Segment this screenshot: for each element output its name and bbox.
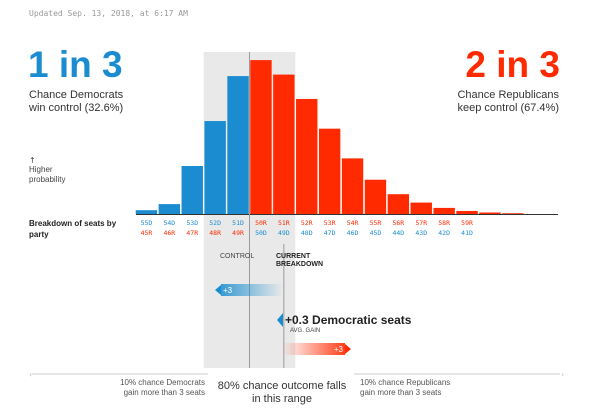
rep-bar-52 [296,98,318,214]
center-range-line2: in this range [252,393,312,405]
avg-gain-value: +0.3 Democratic seats [285,313,412,327]
tick-label-top: 50R [255,219,267,227]
tick-label-top: 53R [324,219,336,227]
tick-label-bottom: 50D [255,229,267,237]
dem-bar-45 [135,210,158,214]
rep-bar-60 [479,212,501,214]
dem-bar-47 [181,166,203,214]
tick-label-bottom: 42D [438,229,450,237]
tick-label-bottom: 45R [141,229,153,237]
rep-odds: 2 in 3 [465,44,560,85]
dem-bar-49 [227,76,249,214]
dem-gain-bar [221,284,283,296]
tick-label-bottom: 48D [301,229,313,237]
tick-label-top: 57R [415,219,427,227]
tick-label-top: 51D [232,219,244,227]
current-breakdown-label1: CURRENT [276,253,311,260]
dem-odds: 1 in 3 [28,44,123,85]
tick-label-bottom: 44D [392,229,404,237]
right-tail-line2: gain more than 3 seats [360,388,441,397]
tick-label-top: 51R [278,219,290,227]
rep-chance-line2: keep control (67.4%) [458,102,560,114]
tick-label-top: 55D [141,219,153,227]
tick-label-top: 55R [370,219,382,227]
tick-label-top: 52R [301,219,313,227]
tick-label-bottom: 47D [324,229,336,237]
rep-bar-55 [364,179,387,214]
histogram-bars [135,60,524,214]
range-arrow-right-icon: › [561,370,564,379]
avg-gain-label: AVG. GAIN [290,328,320,334]
tick-label-top: 56R [392,219,404,227]
rep-bar-50 [250,60,272,214]
rep-bar-61 [502,213,524,214]
rep-gain-label: +3 [334,345,344,354]
tick-label-bottom: 45D [370,229,382,237]
rep-bar-59 [456,210,478,214]
tick-label-top: 58R [438,219,450,227]
tick-label-top: 54D [163,219,175,227]
avg-gain-arrow-icon [277,313,283,327]
rep-bar-53 [318,128,341,214]
tick-label-top: 54R [347,219,359,227]
dem-bar-48 [204,121,226,214]
rep-arrow-icon [345,344,351,354]
rep-chance-line1: Chance Republicans [457,89,559,101]
tick-label-top: 53D [186,219,198,227]
dem-bar-46 [158,204,181,214]
tick-label-bottom: 47R [186,229,198,237]
tick-label-bottom: 46R [163,229,175,237]
rep-bar-57 [410,202,432,214]
rep-gain-bar [283,343,345,355]
tick-label-bottom: 41D [461,229,473,237]
left-tail-line1: 10% chance Democrats [120,378,205,387]
breakdown-label1: Breakdown of seats by [29,219,117,228]
tick-label-bottom: 49R [232,229,244,237]
higher-probability-label1: Higher [29,165,53,174]
dem-arrow-icon [215,285,221,295]
tick-label-bottom: 49D [278,229,290,237]
center-range-line1: 80% chance outcome falls [218,380,347,392]
left-tail-line2: gain more than 3 seats [124,388,205,397]
tick-label-top: 59R [461,219,473,227]
control-label: CONTROL [220,253,254,260]
rep-bar-54 [341,158,364,214]
rep-bar-51 [273,74,295,214]
range-arrow-left-icon: ‹ [29,370,32,379]
tick-label-bottom: 46D [347,229,359,237]
current-breakdown-label2: BREAKDOWN [276,261,323,268]
seat-tick-labels: 55D 45R 54D 46R 53D 47R 52D 48R 51D 49R 50R 50D 51R 4… [141,219,473,237]
tick-label-bottom: 43D [415,229,427,237]
dem-gain-label: +3 [223,286,233,295]
breakdown-label2: party [29,230,49,239]
higher-probability-label2: probability [29,175,65,184]
tick-label-bottom: 48R [209,229,221,237]
rep-bar-58 [433,207,455,214]
dem-chance-line1: Chance Democrats [29,89,124,101]
updated-timestamp: Updated Sep. 13, 2018, at 6:17 AM [29,9,188,18]
rep-bar-56 [387,194,410,214]
higher-probability-arrow: ↑ [29,156,36,165]
dem-chance-line2: win control (32.6%) [28,102,123,114]
right-tail-line1: 10% chance Republicans [360,378,450,387]
tick-label-top: 52D [209,219,221,227]
